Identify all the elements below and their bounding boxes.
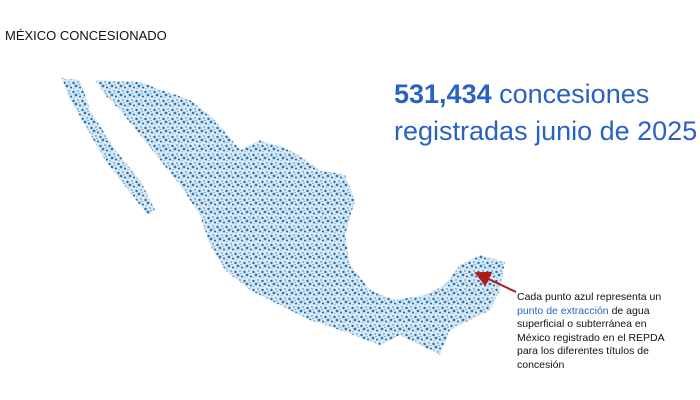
note-line: México registrado en el REPDA (517, 331, 665, 344)
note-line: Cada punto azul representa un (517, 291, 662, 303)
note-text: de agua (611, 304, 650, 317)
annotation-arrow (474, 271, 517, 293)
note-link: punto de extracción (517, 304, 609, 317)
baja-california (62, 78, 155, 215)
headline-text: concesiones (499, 79, 650, 109)
title: MÉXICO CONCESIONADO (5, 28, 167, 43)
note-line: concesión (517, 358, 565, 371)
headline-text: registradas junio de 2025 (394, 116, 698, 146)
concession-count: 531,434 (394, 79, 492, 109)
note-line: superficial o subterránea en (517, 318, 647, 331)
note-line: para los diferentes títulos de (517, 345, 649, 358)
annotation: Cada punto azul representa un punto de e… (517, 291, 665, 373)
mainland-mexico (95, 80, 505, 355)
note-line: punto de extracción de agua (517, 305, 665, 319)
headline: 531,434 concesiones registradas junio de… (394, 76, 697, 150)
